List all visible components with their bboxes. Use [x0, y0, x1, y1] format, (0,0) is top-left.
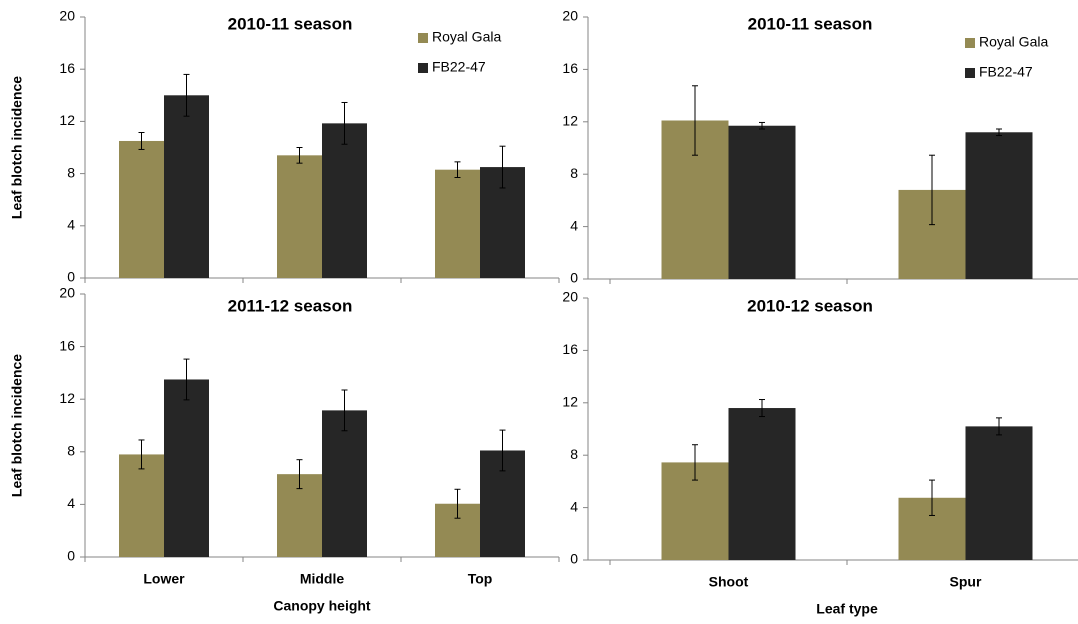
y-tick-label: 16	[562, 341, 578, 357]
legend-swatch	[965, 38, 975, 48]
y-tick-label: 4	[67, 217, 75, 233]
x-tick-label: Shoot	[709, 574, 749, 590]
x-tick-label: Middle	[300, 571, 345, 587]
legend-label: FB22-47	[979, 64, 1033, 80]
bar	[965, 132, 1033, 279]
bar	[164, 379, 209, 557]
bar	[322, 410, 367, 557]
y-tick-label: 16	[59, 337, 75, 353]
y-tick-label: 20	[562, 289, 578, 305]
bar	[164, 95, 209, 278]
legend-label: Royal Gala	[979, 34, 1048, 50]
bar	[435, 169, 480, 278]
legend-swatch	[965, 68, 975, 78]
x-tick-label: Spur	[950, 574, 982, 590]
bar	[728, 408, 796, 560]
y-tick-label: 4	[570, 498, 578, 514]
legend-swatch	[418, 33, 428, 43]
x-tick-label: Top	[468, 571, 493, 587]
y-tick-label: 20	[59, 285, 75, 301]
y-tick-label: 0	[570, 270, 578, 286]
x-axis-label: Canopy height	[273, 598, 371, 614]
bar	[119, 454, 164, 557]
y-tick-label: 12	[59, 112, 75, 128]
bar	[322, 123, 367, 278]
chart-title: 2011-12 season	[228, 296, 353, 315]
y-tick-label: 8	[570, 165, 578, 181]
y-tick-label: 12	[562, 113, 578, 129]
x-axis-label: Leaf type	[816, 601, 878, 617]
y-tick-label: 0	[570, 551, 578, 567]
y-tick-label: 8	[570, 446, 578, 462]
y-axis-label: Leaf blotch incidence	[9, 76, 25, 219]
chart-title: 2010-11 season	[748, 14, 873, 33]
y-tick-label: 20	[562, 8, 578, 24]
legend-label: FB22-47	[432, 59, 486, 75]
y-tick-label: 4	[67, 495, 75, 511]
chart-title: 2010-11 season	[228, 14, 353, 33]
y-tick-label: 8	[67, 164, 75, 180]
legend-label: Royal Gala	[432, 29, 501, 45]
y-tick-label: 20	[59, 8, 75, 24]
y-tick-label: 0	[67, 269, 75, 285]
chart-title: 2010-12 season	[747, 296, 873, 315]
legend-swatch	[418, 63, 428, 73]
y-tick-label: 8	[67, 443, 75, 459]
x-tick-label: Lower	[143, 571, 185, 587]
y-tick-label: 16	[562, 60, 578, 76]
y-tick-label: 0	[67, 548, 75, 564]
y-tick-label: 16	[59, 60, 75, 76]
y-axis-label: Leaf blotch incidence	[9, 354, 25, 497]
y-tick-label: 12	[59, 390, 75, 406]
bar	[119, 140, 164, 278]
bar	[277, 155, 322, 278]
y-tick-label: 4	[570, 217, 578, 233]
bar	[728, 125, 796, 279]
bar	[965, 426, 1033, 560]
y-tick-label: 12	[562, 394, 578, 410]
